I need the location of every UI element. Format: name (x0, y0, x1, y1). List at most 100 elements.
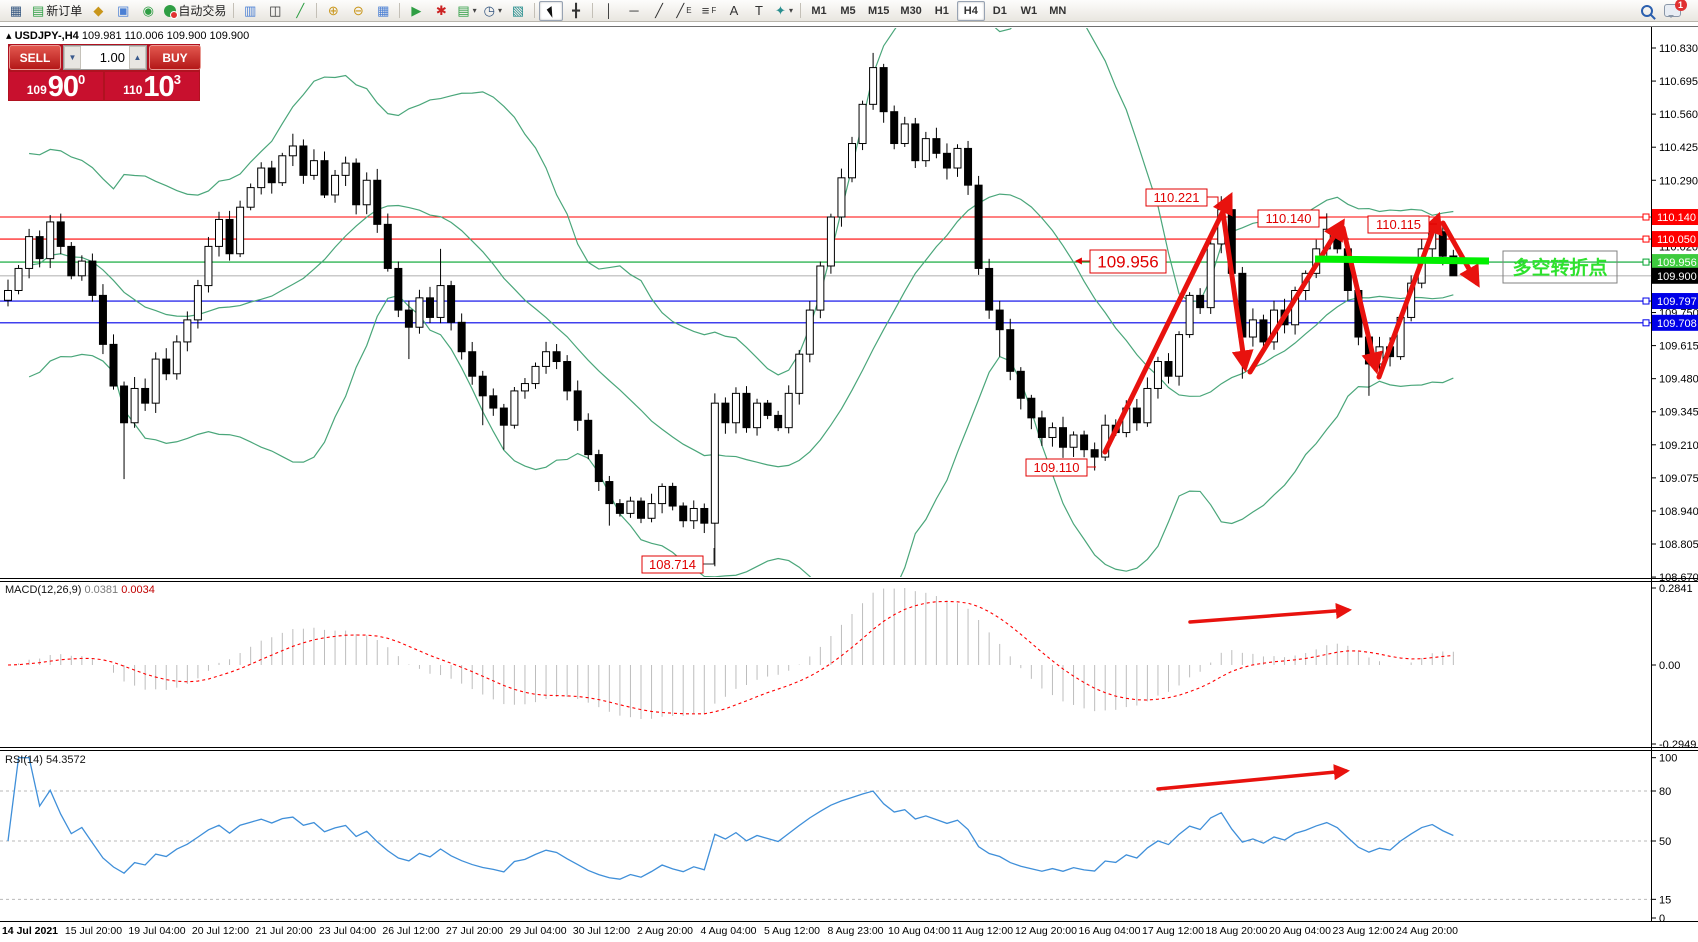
tab-timeframe-m15[interactable]: M15 (868, 4, 890, 17)
autotrading-icon (164, 4, 179, 19)
bollinger-lower-band[interactable] (28, 294, 1454, 624)
turning-point-label-box[interactable] (1502, 250, 1618, 284)
tab-timeframe-mn[interactable]: MN (1049, 4, 1067, 17)
time-axis-label: 20 Aug 04:00 (1269, 925, 1331, 937)
horizontal-line-tool-button[interactable]: ─ (622, 1, 646, 21)
new-chart-button[interactable]: ▤ ▾ (454, 1, 479, 21)
indicators-list-button[interactable]: ✱ (429, 1, 453, 21)
autotrading-button[interactable]: 自动交易 (161, 1, 229, 21)
price-tag-box[interactable] (1025, 458, 1088, 477)
line-chart-button[interactable]: ╱ (288, 1, 312, 21)
rsi-line (7, 757, 1454, 880)
zoom-out-button[interactable]: ⊖ (346, 1, 370, 21)
buy-button[interactable]: BUY (149, 45, 201, 70)
divergence-arrow[interactable] (1188, 602, 1353, 624)
candle-bear (426, 297, 434, 318)
arrows-tool-button[interactable]: ✦ ▾ (772, 1, 796, 21)
bar-chart-button[interactable]: ▥ (238, 1, 262, 21)
search-button[interactable] (1635, 1, 1659, 21)
volume-input[interactable] (81, 46, 129, 69)
candle-bull (436, 285, 445, 318)
text-tool-button[interactable]: A (722, 1, 746, 21)
trend-arrow[interactable] (1247, 218, 1345, 375)
sell-button[interactable]: SELL (9, 45, 61, 70)
candle-bear (394, 267, 403, 311)
turning-point-line[interactable] (1314, 255, 1490, 265)
chat-button[interactable]: 1 (1660, 0, 1687, 21)
level-handle[interactable] (1642, 258, 1650, 266)
time-axis-label: 23 Jul 04:00 (319, 925, 376, 937)
candle-bear (1449, 255, 1458, 277)
candle-bear (995, 309, 1004, 331)
tab-timeframe-w1[interactable]: W1 (1020, 4, 1038, 17)
price-tag-box[interactable] (1089, 249, 1167, 274)
price-tag-box[interactable] (1257, 209, 1320, 228)
tab-timeframe-d1[interactable]: D1 (992, 4, 1007, 17)
level-handle[interactable] (1642, 297, 1650, 305)
cursor-tool-button[interactable] (539, 0, 563, 21)
candle-bull (795, 353, 804, 394)
candle-bear (932, 138, 941, 154)
candle-bull (309, 160, 318, 176)
text-label-tool-button[interactable]: T (747, 1, 771, 21)
new-order-button[interactable]: ▤ 新订单 (29, 1, 85, 21)
candle-bull (869, 67, 878, 105)
channel-tool-button[interactable]: ╱ E (672, 1, 696, 21)
trend-arrow[interactable] (1440, 220, 1480, 288)
data-window-button[interactable]: ▣ (111, 1, 135, 21)
toolbar-separator (399, 3, 401, 18)
level-handle[interactable] (1642, 213, 1650, 221)
volume-decrease-button[interactable]: ▼ (64, 46, 81, 69)
ask-price[interactable]: 110 10 3 (105, 72, 199, 102)
level-handle[interactable] (1642, 235, 1650, 243)
candle-bear (615, 503, 624, 514)
tab-timeframe-h1[interactable]: H1 (934, 4, 949, 17)
main-chart-layer[interactable] (0, 0, 1651, 624)
line-chart-icon: ╱ (296, 3, 305, 18)
crosshair-tool-button[interactable]: ╋ (564, 1, 588, 21)
macd-panel-layer (7, 588, 1454, 720)
price-chip-label: 109.900 (1657, 271, 1697, 283)
trend-arrow[interactable] (1376, 211, 1443, 380)
periods-button[interactable]: ◷ ▾ (481, 1, 505, 21)
candle-bull (25, 236, 34, 269)
volume-increase-button[interactable]: ▲ (129, 46, 146, 69)
tab-timeframe-h4[interactable]: H4 (956, 0, 985, 21)
macd-indicator-label: MACD(12,26,9) 0.0381 0.0034 (5, 584, 155, 596)
fibonacci-tool-button[interactable]: ≡ F (697, 1, 721, 21)
window-menu-button[interactable]: ▦ (4, 1, 28, 21)
bollinger-upper-band[interactable] (29, 0, 1454, 376)
bid-price[interactable]: 109 90 0 (9, 72, 103, 102)
divergence-arrow[interactable] (1156, 764, 1351, 791)
tile-windows-button[interactable]: ▦ (371, 1, 395, 21)
price-tag-box[interactable] (1367, 215, 1430, 234)
rsi-tick-label: 80 (1659, 786, 1671, 798)
level-handle[interactable] (1642, 319, 1650, 327)
tab-timeframe-m5[interactable]: M5 (840, 4, 856, 17)
trend-arrow[interactable] (1340, 225, 1383, 375)
trend-arrow[interactable] (1102, 192, 1233, 455)
time-axis-label: 26 Jul 12:00 (382, 925, 439, 937)
trendline-tool-button[interactable]: ╱ (647, 1, 671, 21)
tab-timeframe-m1[interactable]: M1 (811, 4, 827, 17)
candlestick-series[interactable] (4, 52, 1458, 567)
price-tag-box[interactable] (641, 555, 704, 574)
zoom-in-button[interactable]: ⊕ (321, 1, 345, 21)
turning-point-label: 多空转折点 (1512, 256, 1607, 279)
chart-shift-button[interactable]: ▧ (506, 1, 530, 21)
candle-bear (225, 218, 234, 255)
candlestick-chart-button[interactable]: ◫ (263, 1, 287, 21)
candle-bear (679, 505, 688, 522)
trend-arrow[interactable] (1220, 210, 1254, 373)
arrows-tool-icon: ✦ (775, 3, 786, 18)
candle-bull (816, 265, 825, 311)
vertical-line-tool-button[interactable]: │ (597, 1, 621, 21)
market-watch-button[interactable]: ◆ (86, 1, 110, 21)
price-tag-box[interactable] (1145, 188, 1208, 207)
indicators-button[interactable]: ▶ (404, 1, 428, 21)
candle-bear (98, 294, 107, 345)
signals-button[interactable]: ◉ (136, 1, 160, 21)
bollinger-middle-band[interactable] (29, 193, 1454, 468)
tab-timeframe-m30[interactable]: M30 (900, 4, 922, 17)
